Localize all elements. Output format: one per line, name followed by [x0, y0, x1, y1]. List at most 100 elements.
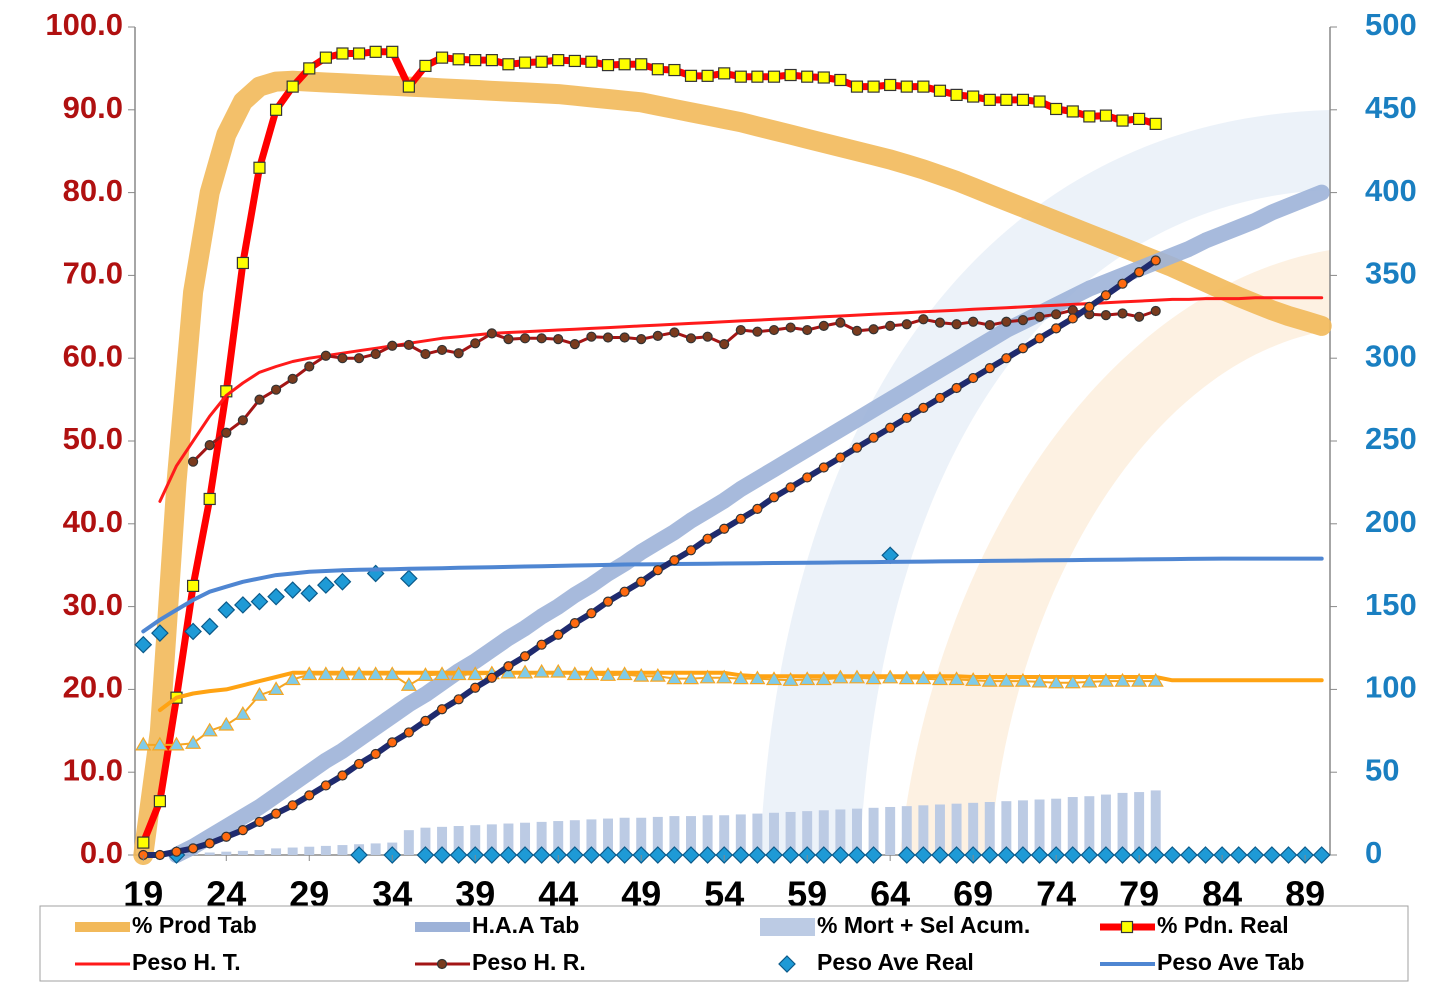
point: [835, 452, 846, 463]
point: [719, 523, 730, 534]
point: [1017, 343, 1029, 354]
point: [1147, 672, 1164, 687]
point: [765, 671, 783, 686]
legend-swatch: [760, 918, 815, 936]
point: [1034, 311, 1045, 322]
legend-label: Peso Ave Tab: [1157, 949, 1304, 975]
point: [268, 681, 285, 695]
bar: [835, 809, 846, 855]
point: [834, 73, 847, 87]
point: [337, 770, 348, 781]
point: [968, 372, 979, 384]
decor-arc: [900, 250, 1330, 855]
bar: [520, 822, 531, 855]
point: [934, 392, 946, 404]
point: [864, 846, 883, 864]
point: [553, 334, 564, 345]
point: [1312, 846, 1331, 864]
point: [1097, 846, 1115, 864]
point: [353, 353, 365, 364]
bar: [934, 804, 945, 855]
bar: [304, 846, 315, 855]
point: [1001, 353, 1012, 364]
bar: [1100, 794, 1111, 855]
point: [320, 350, 331, 361]
point: [187, 843, 199, 854]
bar: [669, 816, 680, 855]
point: [1067, 313, 1078, 324]
point: [599, 846, 617, 864]
point: [1031, 673, 1048, 688]
series-line: [158, 296, 1324, 503]
bar: [453, 826, 464, 855]
point: [802, 324, 813, 336]
point: [802, 472, 813, 483]
point: [1134, 266, 1145, 278]
point: [1030, 846, 1049, 864]
decor-arc: [760, 110, 1330, 855]
bar: [1034, 799, 1045, 855]
point: [453, 694, 464, 705]
point: [485, 54, 498, 67]
point: [1133, 112, 1146, 126]
point: [586, 331, 597, 342]
point: [702, 533, 713, 544]
point: [251, 687, 268, 701]
point: [583, 666, 600, 681]
point: [867, 80, 880, 93]
point: [801, 70, 814, 83]
bar: [885, 806, 896, 855]
point: [699, 669, 716, 684]
point: [253, 161, 266, 174]
point: [566, 666, 583, 681]
legend-label: % Pdn. Real: [1157, 912, 1289, 938]
point: [553, 629, 564, 640]
point: [536, 333, 547, 344]
point: [453, 348, 464, 359]
point: [503, 661, 514, 672]
point: [1063, 846, 1082, 864]
point: [602, 596, 614, 607]
point: [403, 727, 414, 738]
y-tick-label: 60.0: [63, 338, 123, 373]
point: [518, 56, 532, 69]
point: [865, 670, 882, 685]
point: [201, 722, 218, 737]
point: [782, 672, 799, 686]
point: [417, 667, 434, 681]
point: [267, 587, 285, 606]
point: [568, 54, 581, 68]
point: [320, 780, 331, 791]
point: [1279, 846, 1298, 864]
point: [287, 800, 298, 811]
bar: [1051, 798, 1062, 855]
bar: [1117, 792, 1128, 855]
point: [732, 670, 749, 685]
point: [735, 513, 746, 524]
bar: [769, 812, 779, 855]
point: [897, 846, 916, 864]
point: [452, 53, 465, 66]
point: [304, 361, 315, 372]
y2-tick-label: 100: [1365, 670, 1417, 705]
point: [934, 317, 946, 328]
point: [984, 319, 995, 331]
point: [785, 482, 796, 493]
bar: [287, 847, 298, 855]
point: [768, 324, 780, 336]
point: [569, 339, 580, 350]
point: [635, 58, 648, 71]
point: [582, 846, 601, 864]
point: [1083, 110, 1096, 123]
point: [1016, 93, 1030, 106]
point: [369, 45, 382, 58]
point: [370, 348, 381, 360]
point: [204, 440, 215, 451]
point: [1099, 109, 1113, 122]
point: [470, 338, 481, 349]
point: [918, 314, 929, 325]
point: [619, 332, 630, 343]
point: [319, 51, 332, 64]
point: [884, 78, 897, 92]
bar: [271, 848, 282, 855]
